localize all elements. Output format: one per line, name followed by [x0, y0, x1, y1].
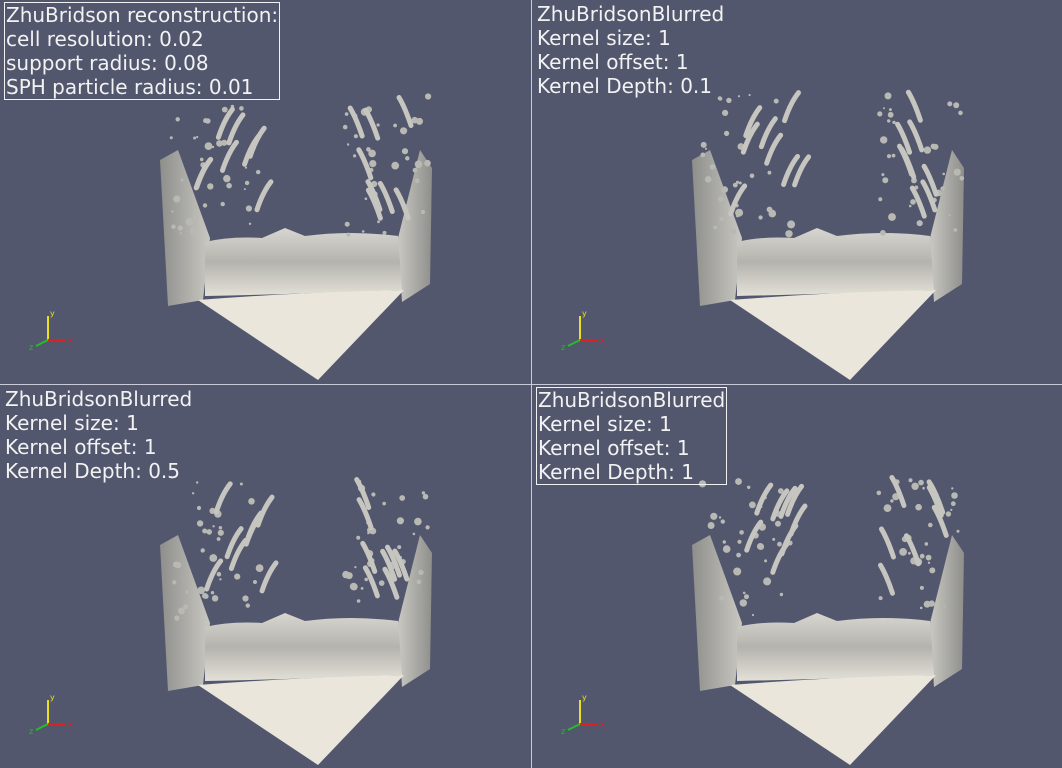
- fluid-surface-render[interactable]: [0, 385, 530, 768]
- axis-label-y: y: [50, 310, 55, 318]
- fluid-floor: [198, 675, 404, 765]
- container-right-wall: [398, 535, 432, 687]
- container-right-wall: [930, 150, 964, 302]
- container-left-wall: [160, 535, 210, 691]
- axis-label-z: z: [29, 727, 33, 734]
- annotation-line: SPH particle radius: 0.01: [6, 75, 254, 99]
- orientation-axes-widget: x y z: [561, 310, 605, 350]
- render-viewport-3[interactable]: x y z ZhuBridsonBlurred Kernel size: 1 Kernel…: [0, 385, 531, 768]
- annotation-line: cell resolution: 0.02: [6, 27, 204, 51]
- render-viewport-1[interactable]: x y z ZhuBridson reconstruction: cell resolu…: [0, 0, 531, 384]
- fluid-surface-band: [737, 228, 934, 296]
- fluid-floor: [730, 290, 936, 380]
- fluid-surface-render[interactable]: [532, 0, 1062, 384]
- container-left-wall: [692, 150, 742, 306]
- annotation-line: ZhuBridson reconstruction:: [6, 3, 279, 27]
- orientation-axes-widget: x y z: [29, 694, 73, 734]
- render-viewport-4[interactable]: x y z ZhuBridsonBlurred Kernel size: 1 Kernel…: [532, 385, 1062, 768]
- fluid-surface-band: [205, 228, 402, 296]
- viewport-annotation: ZhuBridsonBlurred Kernel size: 1 Kernel of…: [536, 2, 725, 98]
- viewport-annotation: ZhuBridsonBlurred Kernel size: 1 Kernel of…: [4, 387, 193, 483]
- axis-label-x: x: [600, 336, 605, 345]
- horizontal-divider[interactable]: [0, 384, 1062, 385]
- axis-label-x: x: [68, 720, 73, 729]
- annotation-line: Kernel Depth: 1: [538, 460, 694, 484]
- axis-label-y: y: [50, 694, 55, 702]
- annotation-line: ZhuBridsonBlurred: [5, 387, 193, 411]
- axis-label-x: x: [68, 336, 73, 345]
- splash-droplets: [169, 93, 432, 237]
- fluid-surface-band: [205, 613, 402, 681]
- annotation-line: Kernel size: 1: [538, 412, 672, 436]
- splash-droplets: [172, 477, 430, 621]
- annotation-line: Kernel offset: 1: [538, 436, 690, 460]
- annotation-line: Kernel offset: 1: [5, 435, 157, 459]
- container-right-wall: [930, 535, 964, 687]
- fluid-surface-band: [737, 613, 934, 681]
- axis-label-z: z: [561, 727, 565, 734]
- fluid-surface-render[interactable]: [532, 385, 1062, 768]
- viewport-annotation: ZhuBridsonBlurred Kernel size: 1 Kernel of…: [536, 387, 728, 485]
- annotation-line: Kernel offset: 1: [537, 50, 689, 74]
- orientation-axes-widget: x y z: [561, 694, 605, 734]
- annotation-line: support radius: 0.08: [6, 51, 209, 75]
- container-left-wall: [160, 150, 210, 306]
- annotation-line: ZhuBridsonBlurred: [537, 2, 725, 26]
- annotation-line: Kernel size: 1: [5, 411, 139, 435]
- annotation-line: ZhuBridsonBlurred: [538, 388, 726, 412]
- axis-label-z: z: [561, 343, 565, 350]
- splash-droplets: [700, 89, 965, 238]
- container-right-wall: [398, 150, 432, 302]
- axis-label-x: x: [600, 720, 605, 729]
- container-left-wall: [692, 535, 742, 691]
- orientation-axes-widget: x y z: [29, 310, 73, 350]
- fluid-floor: [198, 290, 404, 380]
- annotation-line: Kernel Depth: 0.1: [537, 74, 713, 98]
- fluid-surface-render[interactable]: [0, 0, 530, 384]
- axis-label-y: y: [582, 310, 587, 318]
- annotation-line: Kernel size: 1: [537, 26, 671, 50]
- annotation-line: Kernel Depth: 0.5: [5, 459, 181, 483]
- viewport-annotation: ZhuBridson reconstruction: cell resolutio…: [4, 2, 281, 100]
- fluid-floor: [730, 675, 936, 765]
- axis-label-z: z: [29, 343, 33, 350]
- axis-label-y: y: [582, 694, 587, 702]
- render-viewport-2[interactable]: x y z ZhuBridsonBlurred Kernel size: 1 Kernel…: [532, 0, 1062, 384]
- splash-droplets: [698, 475, 960, 617]
